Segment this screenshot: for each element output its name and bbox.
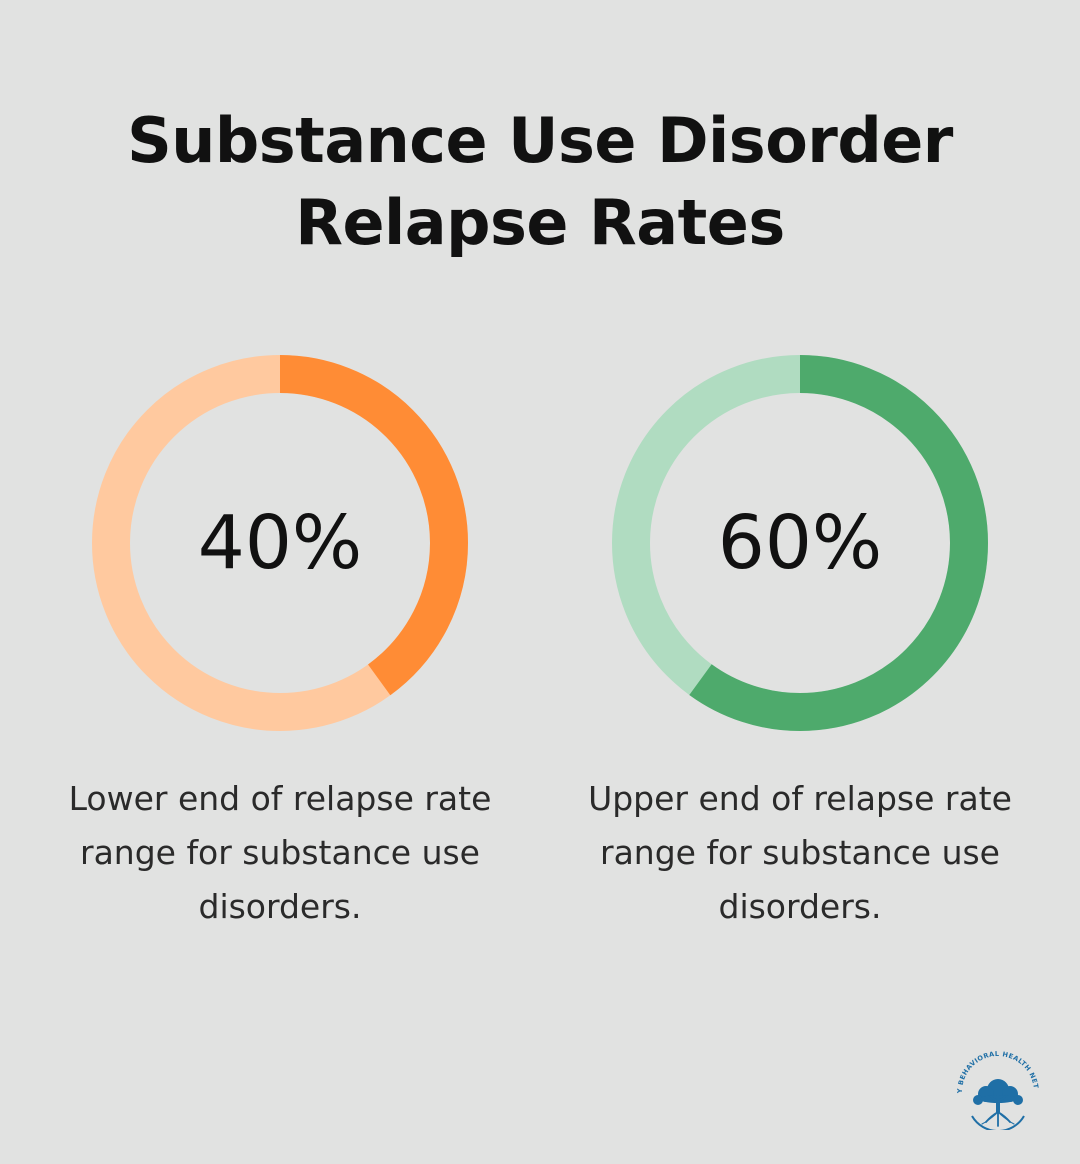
donut-arc-lower bbox=[92, 355, 468, 731]
donut-value-lower: 40% bbox=[197, 500, 363, 586]
title-line-1: Substance Use Disorder bbox=[127, 104, 953, 177]
title-line-2: Relapse Rates bbox=[295, 186, 785, 259]
page-title: Substance Use Disorder Relapse Rates bbox=[0, 100, 1080, 264]
organization-logo: AMITY BEHAVIORAL HEALTH NETWORK bbox=[944, 1040, 1048, 1133]
donut-svg-lower bbox=[92, 355, 468, 731]
donut-chart-lower: 40% bbox=[90, 353, 470, 733]
caption-upper: Upper end of relapse rate range for subs… bbox=[588, 779, 1012, 926]
donut-svg-upper bbox=[612, 355, 988, 731]
tree-icon: AMITY BEHAVIORAL HEALTH NETWORK bbox=[944, 1040, 1039, 1133]
donut-chart-upper: 60% bbox=[610, 353, 990, 733]
caption-lower: Lower end of relapse rate range for subs… bbox=[68, 779, 492, 926]
donut-value-upper: 60% bbox=[717, 500, 883, 586]
donut-arc-upper bbox=[612, 355, 988, 731]
